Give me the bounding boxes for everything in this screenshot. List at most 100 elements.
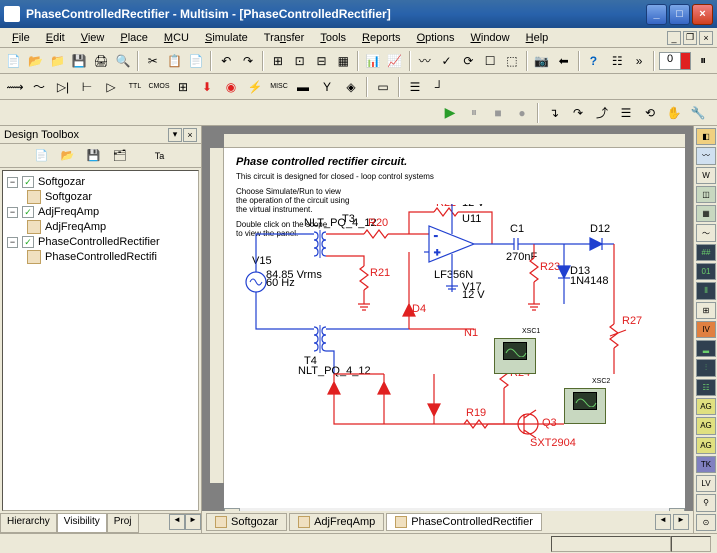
multimeter-icon[interactable]: ◧	[696, 128, 716, 145]
toolbar-icon-1[interactable]: 📊	[363, 50, 383, 72]
menu-window[interactable]: Window	[462, 30, 517, 46]
network-icon[interactable]: ☷	[696, 379, 716, 396]
erc-icon[interactable]: ⟳	[458, 50, 478, 72]
expand-icon[interactable]: −	[7, 207, 18, 218]
mdi-close[interactable]: ×	[699, 31, 713, 45]
mdi-restore[interactable]: ❐	[683, 31, 697, 45]
tree-child-adjfreqamp[interactable]: AdjFreqAmp	[27, 219, 194, 235]
help-icon[interactable]: ?	[584, 50, 604, 72]
cut-icon[interactable]: ✂	[143, 50, 163, 72]
sidebar-saveall-icon[interactable]: 🗂	[110, 146, 130, 166]
tab-scroll-right[interactable]: ►	[673, 514, 689, 530]
tree-child-phasecontrolled[interactable]: PhaseControlledRectifi	[27, 249, 194, 265]
diode-icon[interactable]: ▷|	[52, 76, 74, 98]
expand-icon[interactable]: −	[7, 237, 18, 248]
minimize-button[interactable]: _	[646, 4, 667, 25]
stop-button[interactable]: ■	[487, 102, 509, 124]
mdi-minimize[interactable]: _	[667, 31, 681, 45]
zoom-out-icon[interactable]: ⊟	[312, 50, 332, 72]
print-icon[interactable]: 🖨	[91, 50, 111, 72]
iv-icon[interactable]: IV	[696, 321, 716, 338]
funcgen-icon[interactable]: 〰	[696, 147, 716, 164]
sidebar-dock-icon[interactable]: ▾	[168, 128, 182, 142]
4ch-scope-icon[interactable]: ▦	[696, 205, 716, 222]
sidebar-open-icon[interactable]: 📂	[58, 146, 78, 166]
menu-edit[interactable]: Edit	[38, 30, 73, 46]
mixed-icon[interactable]: ⬇	[196, 76, 218, 98]
schematic-canvas[interactable]: Phase controlled rectifier circuit. This…	[224, 148, 685, 508]
run-button[interactable]: ▶	[439, 102, 461, 124]
step-out-icon[interactable]: ⤴	[591, 102, 613, 124]
pause-button[interactable]: ⏸	[463, 102, 485, 124]
ttl-icon[interactable]: TTL	[124, 76, 146, 98]
power-icon[interactable]: ⚡	[244, 76, 266, 98]
select-icon[interactable]: ☐	[480, 50, 500, 72]
advanced-icon[interactable]: ▬	[292, 76, 314, 98]
menu-help[interactable]: Help	[518, 30, 557, 46]
oscilloscope-icon[interactable]: ◫	[696, 186, 716, 203]
logic-conv-icon[interactable]: ⊞	[696, 302, 716, 319]
open-icon[interactable]: 📂	[26, 50, 46, 72]
probe-tool-icon[interactable]: ⚲	[696, 494, 716, 511]
indicator-icon[interactable]: ◉	[220, 76, 242, 98]
junction-icon[interactable]: ┘	[428, 76, 450, 98]
sidebar-refresh-icon[interactable]: Ta	[150, 146, 170, 166]
trace-icon[interactable]: ⟲	[639, 102, 661, 124]
bus-icon[interactable]: ☰	[404, 76, 426, 98]
sidebar-save-icon[interactable]: 💾	[84, 146, 104, 166]
tree-node-adjfreqamp[interactable]: − ✓ AdjFreqAmp	[7, 205, 194, 219]
tab-scroll-right[interactable]: ►	[185, 514, 201, 530]
goto-icon[interactable]: »	[629, 50, 649, 72]
menu-tools[interactable]: Tools	[312, 30, 354, 46]
save-icon[interactable]: 💾	[69, 50, 89, 72]
freq-counter-icon[interactable]: ##	[696, 244, 716, 261]
zoom-fit-icon[interactable]: ⊞	[268, 50, 288, 72]
canvas-tab-phasecontrolled[interactable]: PhaseControlledRectifier	[386, 513, 542, 531]
menu-reports[interactable]: Reports	[354, 30, 409, 46]
menu-transfer[interactable]: Transfer	[256, 30, 313, 46]
new-icon[interactable]: 📄	[4, 50, 24, 72]
tab-hierarchy[interactable]: Hierarchy	[0, 514, 57, 533]
checkbox-icon[interactable]: ✓	[22, 236, 34, 248]
menu-place[interactable]: Place	[112, 30, 156, 46]
current-probe-icon[interactable]: ⊙	[696, 514, 716, 531]
record-button[interactable]: ●	[511, 102, 533, 124]
wattmeter-icon[interactable]: W	[696, 167, 716, 184]
breakpoints-icon[interactable]: ☰	[615, 102, 637, 124]
probe-icon[interactable]: ✋	[663, 102, 685, 124]
source-icon[interactable]: 〜	[28, 76, 50, 98]
checkbox-icon[interactable]: ✓	[22, 206, 34, 218]
distortion-icon[interactable]: ▂	[696, 340, 716, 357]
horizontal-scrollbar[interactable]: ◄►	[224, 508, 685, 511]
bode-icon[interactable]: 〜	[696, 224, 716, 241]
misc-icon[interactable]: MISC	[268, 76, 290, 98]
tab-scroll-left[interactable]: ◄	[169, 514, 185, 530]
copy-icon[interactable]: 📋	[165, 50, 185, 72]
maximize-button[interactable]: □	[669, 4, 690, 25]
ag-multi-icon[interactable]: AG	[696, 417, 716, 434]
undo-icon[interactable]: ↶	[216, 50, 236, 72]
ag-scope-icon[interactable]: AG	[696, 437, 716, 454]
sidebar-close-icon[interactable]: ×	[183, 128, 197, 142]
sidebar-new-icon[interactable]: 📄	[32, 146, 52, 166]
menu-mcu[interactable]: MCU	[156, 30, 197, 46]
tree-node-softgozar[interactable]: − ✓ Softgozar	[7, 175, 194, 189]
cmos-icon[interactable]: CMOS	[148, 76, 170, 98]
tree-child-softgozar[interactable]: Softgozar	[27, 189, 194, 205]
pause-sim-icon[interactable]: ⏸	[693, 50, 713, 72]
redo-icon[interactable]: ↷	[238, 50, 258, 72]
menu-file[interactable]: File	[4, 30, 38, 46]
tk-scope-icon[interactable]: TK	[696, 456, 716, 473]
tree-node-phasecontrolled[interactable]: − ✓ PhaseControlledRectifier	[7, 235, 194, 249]
transistor-icon[interactable]: ⊢	[76, 76, 98, 98]
menu-options[interactable]: Options	[409, 30, 463, 46]
project-tree[interactable]: − ✓ Softgozar Softgozar − ✓ AdjFreqAmp A…	[2, 170, 199, 511]
wordgen-icon[interactable]: 01	[696, 263, 716, 280]
oscilloscope-xsc2[interactable]	[564, 388, 606, 424]
tab-scroll-left[interactable]: ◄	[655, 514, 671, 530]
analysis-icon[interactable]: 〰	[415, 50, 435, 72]
toolbar-icon-2[interactable]: 📈	[385, 50, 405, 72]
open2-icon[interactable]: 📁	[48, 50, 68, 72]
select2-icon[interactable]: ⬚	[502, 50, 522, 72]
canvas-tab-adjfreqamp[interactable]: AdjFreqAmp	[289, 513, 384, 531]
